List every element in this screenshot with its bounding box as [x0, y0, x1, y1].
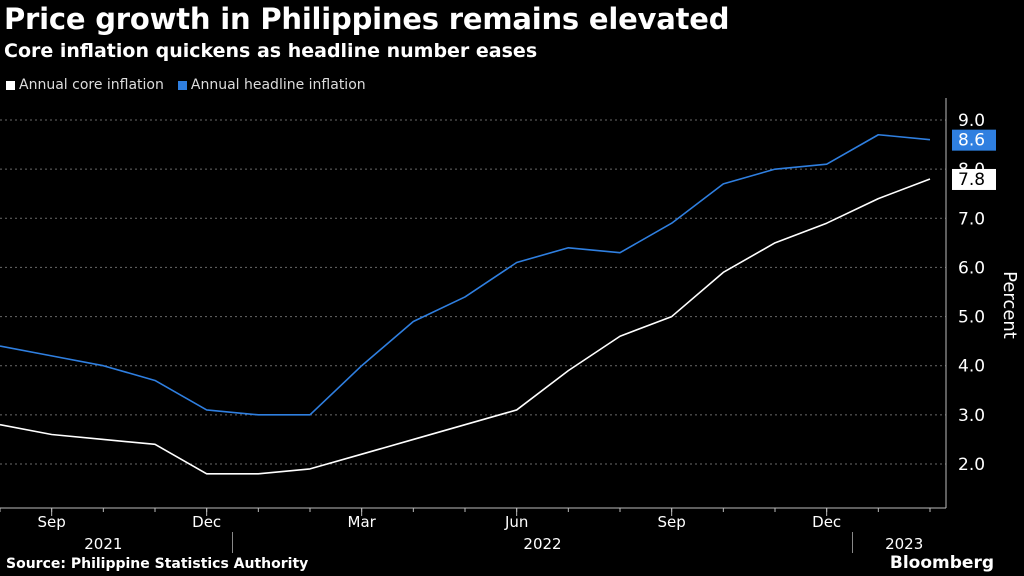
x-year-label: 2021: [84, 535, 122, 553]
x-year-label: 2023: [885, 535, 923, 553]
y-tick-label: 4.0: [958, 357, 985, 377]
x-tick-label: Sep: [38, 513, 66, 531]
last-value-label-headline: 8.6: [958, 131, 985, 151]
source-note: Source: Philippine Statistics Authority: [6, 556, 309, 572]
chart-title: Price growth in Philippines remains elev…: [4, 2, 730, 36]
bloomberg-logo: Bloomberg: [889, 553, 994, 573]
legend-swatch-headline: [177, 80, 187, 90]
y-axis-label: Percent: [999, 271, 1020, 339]
legend: Annual core inflation Annual headline in…: [6, 77, 366, 93]
y-tick-label: 3.0: [958, 406, 985, 426]
chart-subtitle: Core inflation quickens as headline numb…: [4, 40, 538, 62]
last-value-tag-core: [952, 168, 996, 190]
x-tick-label: Jun: [504, 513, 528, 531]
legend-label-core: Annual core inflation: [19, 77, 164, 93]
y-tick-label: 7.0: [958, 209, 985, 229]
x-year-label: 2022: [523, 535, 561, 553]
x-tick-label: Dec: [812, 513, 841, 531]
legend-item-headline: Annual headline inflation: [177, 77, 366, 93]
series-line-core: [0, 178, 931, 475]
x-tick-label: Sep: [658, 513, 686, 531]
last-value-label-core: 7.8: [958, 170, 985, 190]
legend-label-headline: Annual headline inflation: [190, 77, 366, 93]
x-tick-label: Mar: [348, 513, 377, 531]
x-tick-label: Dec: [192, 513, 221, 531]
legend-item-core: Annual core inflation: [6, 77, 164, 93]
last-value-tag-headline: [952, 129, 996, 151]
y-tick-label: 9.0: [958, 111, 985, 131]
y-tick-label: 2.0: [958, 455, 985, 475]
series-line-headline: [0, 133, 931, 416]
legend-swatch-core: [6, 80, 15, 90]
y-tick-label: 5.0: [958, 308, 985, 328]
y-tick-label: 6.0: [958, 258, 985, 278]
